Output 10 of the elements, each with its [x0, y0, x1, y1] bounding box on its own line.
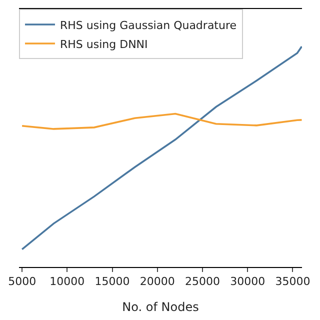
x-tick-label: 30000	[230, 275, 266, 288]
x-tick-label: 10000	[50, 275, 85, 288]
x-tick-label: 20000	[140, 275, 175, 288]
x-tick-label: 25000	[184, 275, 220, 288]
legend-label: RHS using DNNI	[60, 38, 148, 51]
x-tick-label: 35000	[275, 275, 310, 288]
x-tick-label: 5000	[8, 275, 36, 288]
x-axis-title: No. of Nodes	[122, 300, 199, 314]
x-tick-label: 15000	[94, 275, 130, 288]
legend-label: RHS using Gaussian Quadrature	[60, 18, 237, 32]
